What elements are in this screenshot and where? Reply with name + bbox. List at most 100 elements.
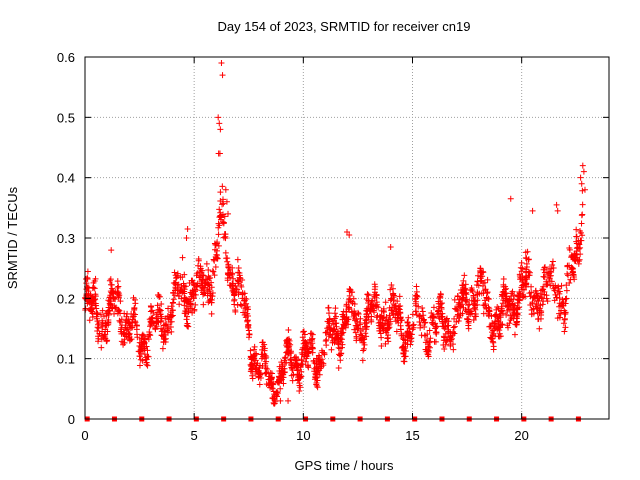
data-point: [213, 247, 220, 254]
data-point: [219, 201, 226, 208]
data-point: [441, 346, 448, 353]
data-point: [208, 279, 215, 286]
data-point: [91, 300, 98, 307]
data-point: [217, 213, 224, 220]
data-point: [551, 297, 558, 304]
data-point: [83, 280, 90, 287]
data-point: [518, 284, 525, 291]
data-point: [433, 330, 440, 337]
data-point: [199, 277, 206, 284]
data-point: [555, 283, 562, 290]
data-point: [468, 286, 475, 293]
data-point: [561, 307, 568, 314]
data-point: [219, 183, 226, 190]
data-point: [209, 268, 216, 275]
data-point: [89, 285, 96, 292]
data-point: [465, 302, 472, 309]
data-point: [450, 346, 457, 353]
data-point: [127, 336, 134, 343]
data-point: [207, 290, 214, 297]
data-point: [384, 318, 391, 325]
data-point: [160, 339, 167, 346]
data-point: [444, 336, 451, 343]
data-point: [194, 283, 201, 290]
x-axis-label: GPS time / hours: [295, 458, 394, 473]
data-point: [409, 311, 416, 318]
data-point: [388, 296, 395, 303]
data-point: [491, 325, 498, 332]
data-point: [365, 292, 372, 299]
data-point: [288, 372, 295, 379]
data-point: [556, 314, 563, 321]
data-point: [454, 292, 461, 299]
data-point: [311, 368, 318, 375]
data-point: [149, 314, 156, 321]
data-point: [518, 259, 525, 266]
data-point: [267, 384, 274, 391]
data-point: [458, 296, 465, 303]
data-point: [563, 287, 570, 294]
data-point: [439, 313, 446, 320]
data-point: [298, 368, 305, 375]
data-point: [418, 332, 425, 339]
data-point: [281, 369, 288, 376]
data-point: [432, 323, 439, 330]
data-point: [562, 324, 569, 331]
data-point: [182, 308, 189, 315]
data-point: [459, 282, 466, 289]
data-point: [236, 274, 243, 281]
data-point: [359, 337, 366, 344]
data-point: [289, 377, 296, 384]
data-point: [123, 319, 130, 326]
data-point-peak: [578, 180, 585, 187]
data-point: [482, 300, 489, 307]
data-point-peak: [216, 120, 223, 127]
data-point: [459, 310, 466, 317]
data-point: [337, 357, 344, 364]
data-point-peak: [579, 162, 586, 169]
data-point: [130, 294, 137, 301]
data-point: [490, 343, 497, 350]
data-point: [270, 380, 277, 387]
data-point: [362, 317, 369, 324]
data-point: [544, 280, 551, 287]
data-point: [235, 264, 242, 271]
data-point: [84, 276, 91, 283]
data-point: [180, 282, 187, 289]
data-point-peak: [581, 186, 588, 193]
data-point-peak: [277, 397, 284, 404]
data-point: [540, 273, 547, 280]
data-point: [454, 313, 461, 320]
data-point: [90, 284, 97, 291]
data-point: [364, 307, 371, 314]
data-point: [107, 300, 114, 307]
data-point: [489, 338, 496, 345]
data-point: [274, 390, 281, 397]
data-point: [575, 258, 582, 265]
data-point: [263, 381, 270, 388]
data-point: [170, 279, 177, 286]
data-point: [426, 327, 433, 334]
data-point-peak: [223, 198, 230, 205]
data-point: [397, 303, 404, 310]
data-point: [449, 332, 456, 339]
data-point: [93, 305, 100, 312]
data-point: [171, 269, 178, 276]
data-point: [121, 310, 128, 317]
data-point: [461, 272, 468, 279]
data-point: [325, 310, 332, 317]
data-point: [160, 333, 167, 340]
data-point: [274, 393, 281, 400]
data-point: [527, 293, 534, 300]
data-point: [395, 319, 402, 326]
data-point: [245, 327, 252, 334]
data-point: [277, 374, 284, 381]
data-point: [233, 286, 240, 293]
data-point: [99, 307, 106, 314]
data-point: [304, 339, 311, 346]
data-point: [389, 285, 396, 292]
data-point: [371, 309, 378, 316]
data-point: [313, 381, 320, 388]
data-point: [547, 272, 554, 279]
data-point: [438, 304, 445, 311]
